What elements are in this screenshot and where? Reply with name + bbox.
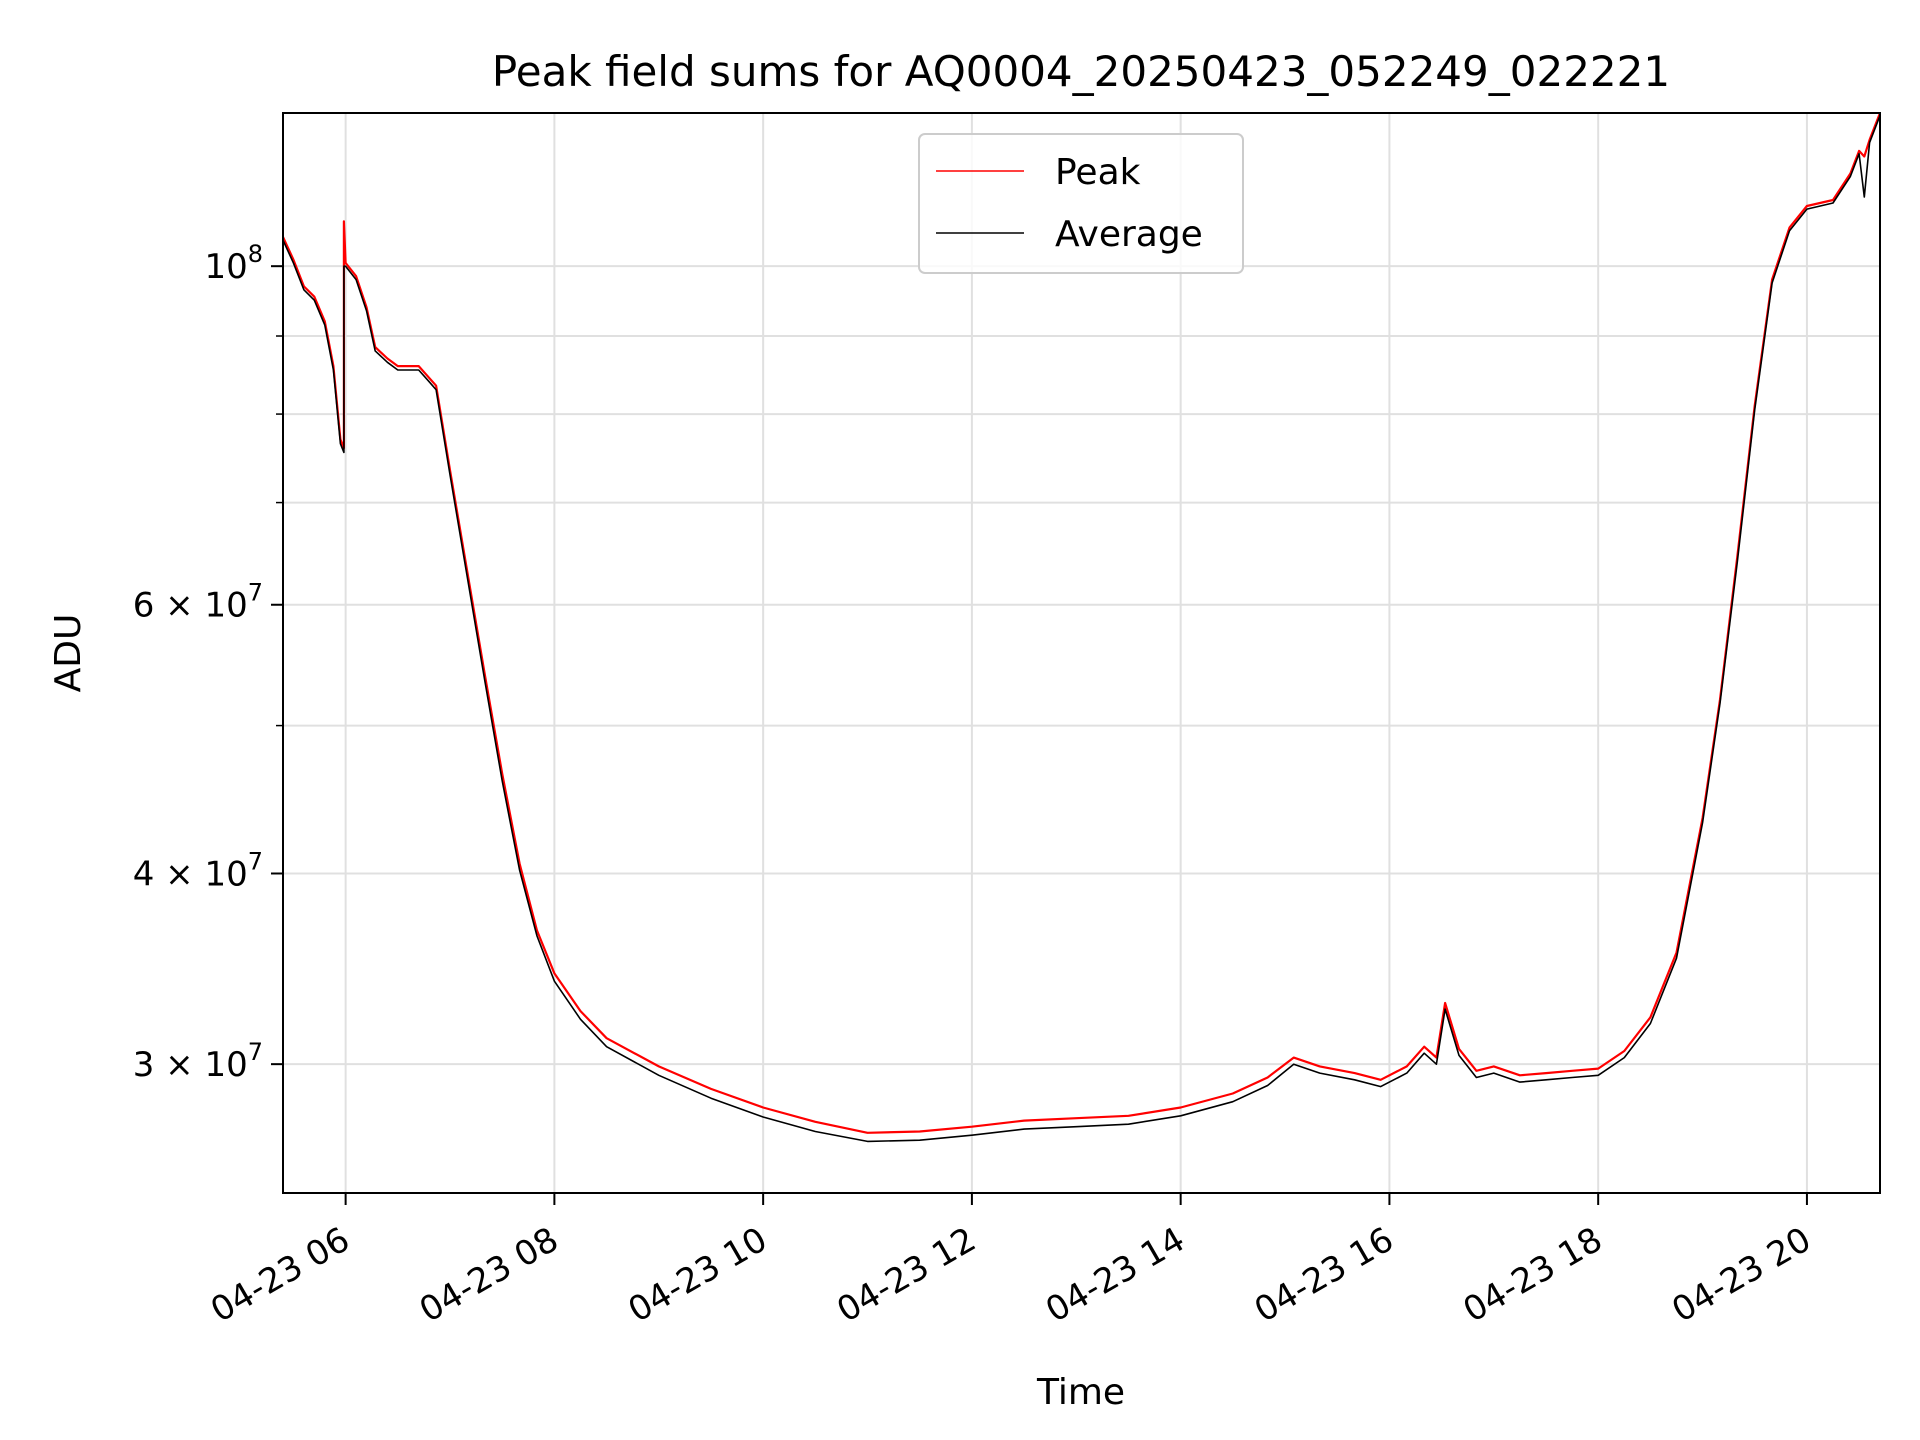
- x-axis-label: Time: [1036, 1372, 1125, 1413]
- legend: Peak Average: [918, 133, 1244, 274]
- y-axis-label: ADU: [48, 614, 89, 693]
- x-tick-label: 04-23 14: [1039, 1220, 1191, 1331]
- x-tick-label: 04-23 18: [1457, 1220, 1609, 1331]
- legend-label-average: Average: [1055, 214, 1203, 255]
- series-line-average: [282, 115, 1881, 1143]
- x-tick-label: 04-23 10: [622, 1220, 774, 1331]
- y-tick-label: 3 × 107: [133, 1038, 263, 1085]
- y-tick-label: 4 × 107: [133, 847, 263, 894]
- x-tick-label: 04-23 06: [204, 1220, 356, 1331]
- x-tick-label: 04-23 20: [1665, 1220, 1817, 1331]
- legend-label-peak: Peak: [1055, 152, 1141, 193]
- tick-layer: 04-23 06 04-23 08 04-23 10 04-23 12 04-23 14…: [133, 240, 1818, 1331]
- axes-frame: [282, 112, 1881, 1194]
- x-tick-label: 04-23 12: [830, 1220, 982, 1331]
- y-tick-label: 6 × 107: [133, 579, 263, 626]
- x-tick-label: 04-23 08: [413, 1220, 565, 1331]
- series-layer: [282, 112, 1882, 1143]
- x-tick-label: 04-23 16: [1248, 1220, 1400, 1331]
- chart-title: Peak field sums for AQ0004_20250423_0522…: [492, 47, 1670, 96]
- y-tick-label: 108: [204, 240, 263, 287]
- legend-box: [918, 133, 1244, 274]
